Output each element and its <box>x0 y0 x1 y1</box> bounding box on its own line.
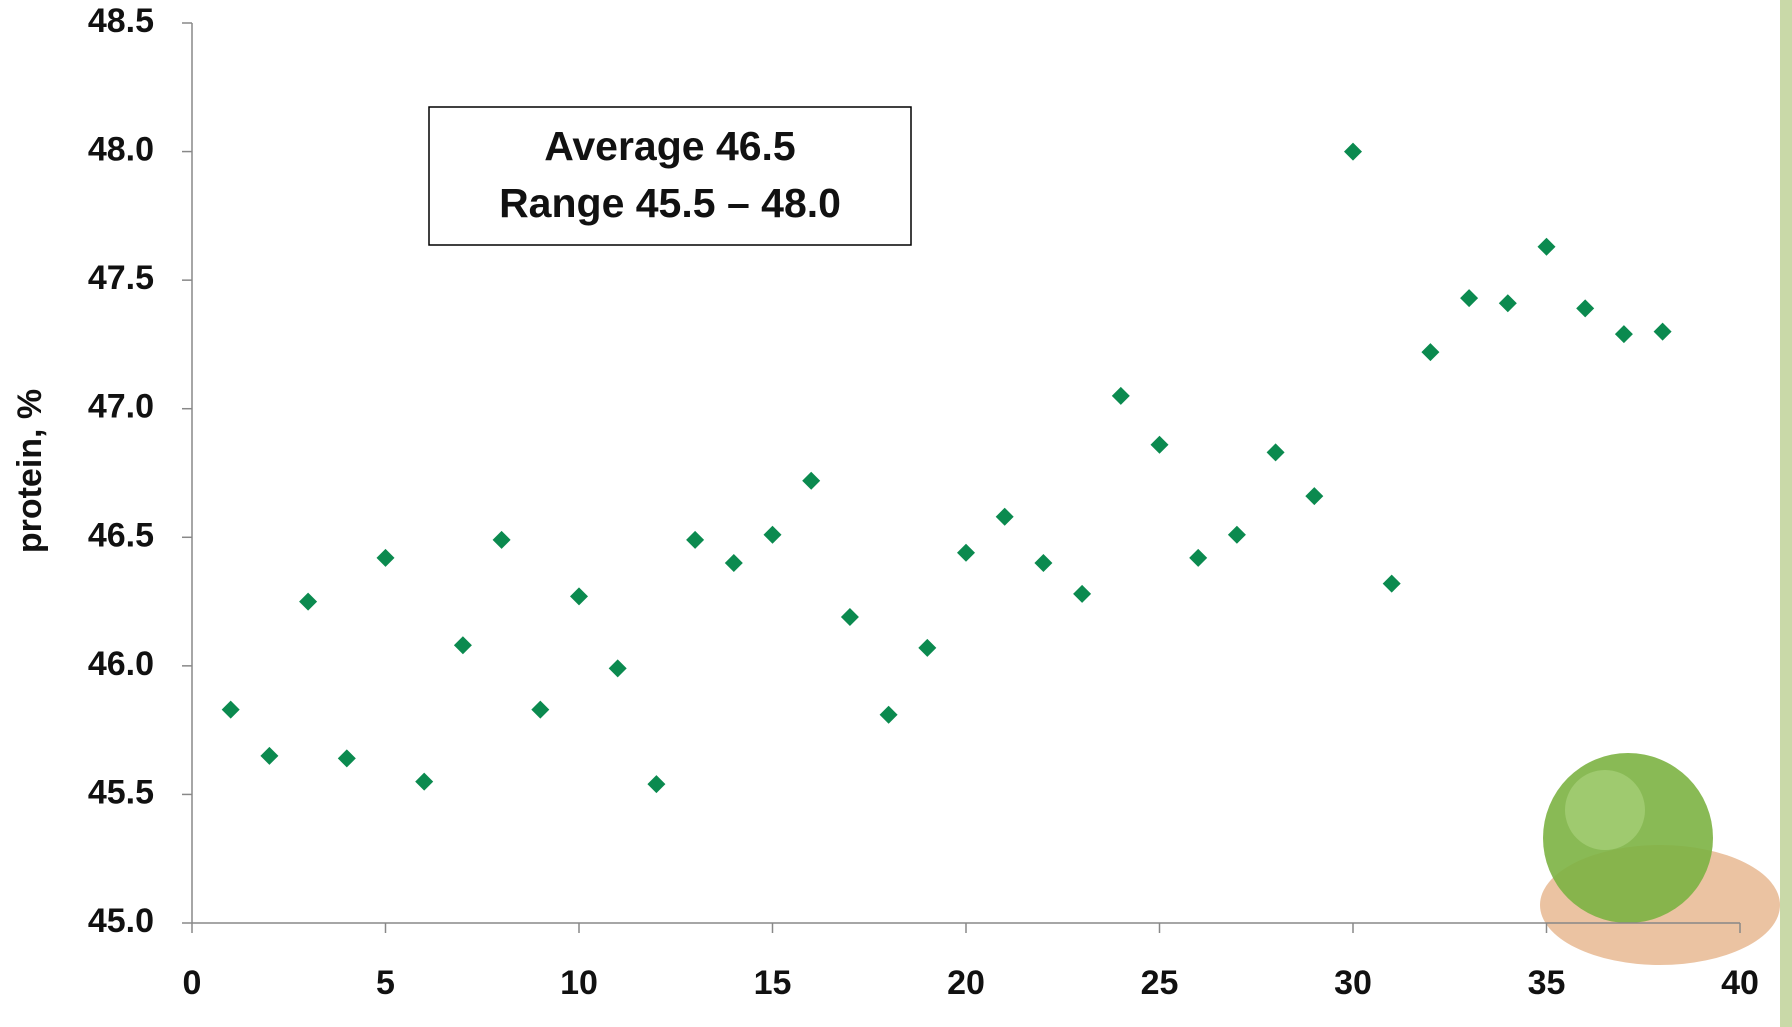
point <box>763 525 782 544</box>
point <box>995 507 1014 526</box>
point <box>221 700 240 719</box>
x-tick-label: 10 <box>560 964 598 1002</box>
point <box>1111 386 1130 405</box>
point <box>376 548 395 567</box>
point <box>337 749 356 768</box>
point <box>1421 343 1440 362</box>
y-tick-label: 45.0 <box>88 902 154 940</box>
x-tick-label: 15 <box>754 964 792 1002</box>
point <box>492 530 511 549</box>
point <box>1305 487 1324 506</box>
y-tick-label: 48.0 <box>88 131 154 169</box>
point <box>879 705 898 724</box>
y-tick-label: 48.5 <box>88 2 154 40</box>
point <box>1150 435 1169 454</box>
x-tick-label: 0 <box>183 964 202 1002</box>
point <box>570 587 588 606</box>
point <box>1537 237 1556 256</box>
point <box>1460 289 1479 308</box>
point <box>1189 548 1208 567</box>
point <box>1227 525 1246 544</box>
annotation-box <box>428 106 912 246</box>
y-tick-label: 45.5 <box>88 773 154 811</box>
point <box>531 700 550 719</box>
point <box>608 659 627 678</box>
point <box>1382 574 1401 593</box>
y-tick-label: 46.5 <box>88 516 154 554</box>
page-border <box>1780 0 1792 1027</box>
annotation-text: Average 46.5 <box>544 123 796 169</box>
point <box>1653 322 1672 341</box>
point <box>453 636 472 655</box>
y-tick-label: 46.0 <box>88 645 154 683</box>
x-tick-label: 5 <box>376 964 395 1002</box>
point <box>299 592 318 611</box>
point <box>1498 294 1517 313</box>
point <box>1614 325 1633 344</box>
x-tick-label: 25 <box>1141 964 1179 1002</box>
point <box>724 554 743 572</box>
point <box>686 530 705 549</box>
point <box>1344 142 1362 161</box>
x-tick-label: 35 <box>1528 964 1566 1002</box>
annotation-text: Range 45.5 – 48.0 <box>499 180 841 226</box>
y-axis-label: protein, % <box>11 389 49 553</box>
point <box>647 775 666 794</box>
y-tick-label: 47.5 <box>88 259 154 297</box>
point <box>957 543 975 562</box>
x-tick-label: 30 <box>1334 964 1372 1002</box>
point <box>918 638 937 657</box>
point <box>1576 299 1595 318</box>
globe-illustration <box>1540 753 1780 965</box>
x-tick-label: 40 <box>1721 964 1759 1002</box>
point <box>415 772 434 791</box>
point <box>840 608 859 626</box>
point <box>260 746 279 765</box>
y-tick-label: 47.0 <box>88 388 154 426</box>
point <box>1266 443 1285 462</box>
point <box>1034 554 1053 572</box>
point <box>802 471 821 490</box>
point <box>1073 584 1092 603</box>
x-tick-label: 20 <box>947 964 985 1002</box>
